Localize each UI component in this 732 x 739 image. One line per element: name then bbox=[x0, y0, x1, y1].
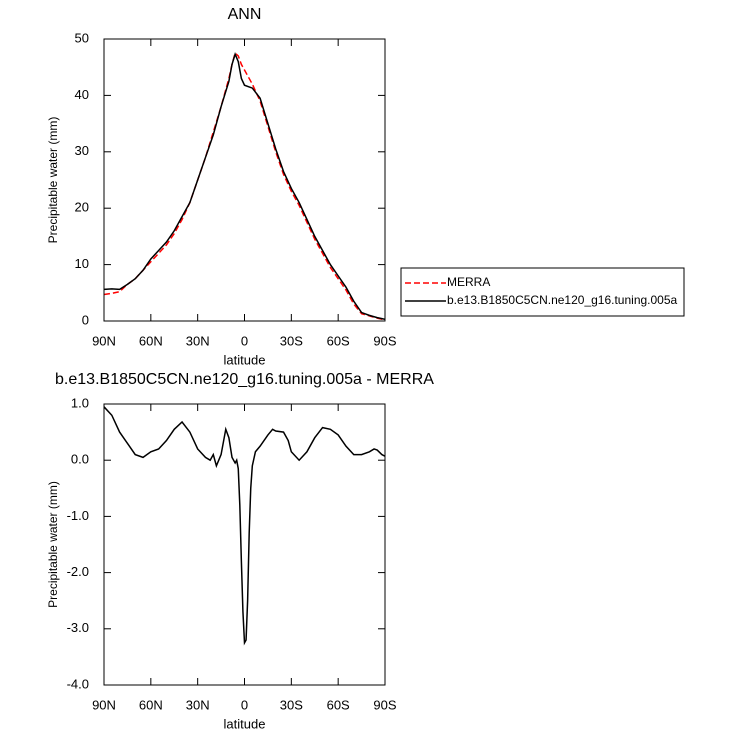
x-tick-label: 90S bbox=[373, 697, 396, 712]
chart-title: b.e13.B1850C5CN.ne120_g16.tuning.005a - … bbox=[55, 371, 434, 388]
x-tick-label: 60N bbox=[139, 333, 163, 348]
legend-box bbox=[400, 267, 685, 317]
x-tick-label: 30S bbox=[280, 697, 303, 712]
y-tick-label: 0.0 bbox=[71, 452, 89, 467]
data-line bbox=[103, 51, 386, 321]
y-tick-label: 50 bbox=[75, 30, 89, 45]
plot-frame bbox=[103, 38, 386, 322]
x-tick-label: 30N bbox=[186, 333, 210, 348]
x-tick-label: 60S bbox=[327, 333, 350, 348]
x-axis-label: latitude bbox=[224, 352, 266, 367]
x-axis-label: latitude bbox=[224, 716, 266, 731]
y-tick-label: 20 bbox=[75, 200, 89, 215]
y-tick-label: 30 bbox=[75, 143, 89, 158]
y-tick-label: 10 bbox=[75, 256, 89, 271]
legend-label: MERRA bbox=[447, 275, 490, 289]
y-tick-label: 1.0 bbox=[71, 395, 89, 410]
x-tick-label: 90S bbox=[373, 333, 396, 348]
data-line bbox=[103, 406, 386, 646]
x-tick-label: 30N bbox=[186, 697, 210, 712]
x-tick-label: 0 bbox=[241, 333, 248, 348]
legend-label: b.e13.B1850C5CN.ne120_g16.tuning.005a bbox=[447, 293, 678, 307]
y-axis-label: Precipitable water (mm) bbox=[46, 481, 60, 608]
y-tick-label: -3.0 bbox=[67, 620, 89, 635]
y-tick-label: 0 bbox=[82, 312, 89, 327]
x-tick-label: 60N bbox=[139, 697, 163, 712]
x-tick-label: 90N bbox=[92, 697, 116, 712]
y-tick-label: -2.0 bbox=[67, 564, 89, 579]
y-tick-label: 40 bbox=[75, 87, 89, 102]
y-tick-label: -1.0 bbox=[67, 508, 89, 523]
y-tick-label: -4.0 bbox=[67, 676, 89, 691]
x-tick-label: 30S bbox=[280, 333, 303, 348]
y-axis-label: Precipitable water (mm) bbox=[46, 117, 60, 244]
chart-title: ANN bbox=[228, 6, 262, 23]
x-tick-label: 0 bbox=[241, 697, 248, 712]
x-tick-label: 60S bbox=[327, 697, 350, 712]
x-tick-label: 90N bbox=[92, 333, 116, 348]
plot-frame bbox=[103, 403, 386, 686]
data-line bbox=[103, 52, 386, 321]
